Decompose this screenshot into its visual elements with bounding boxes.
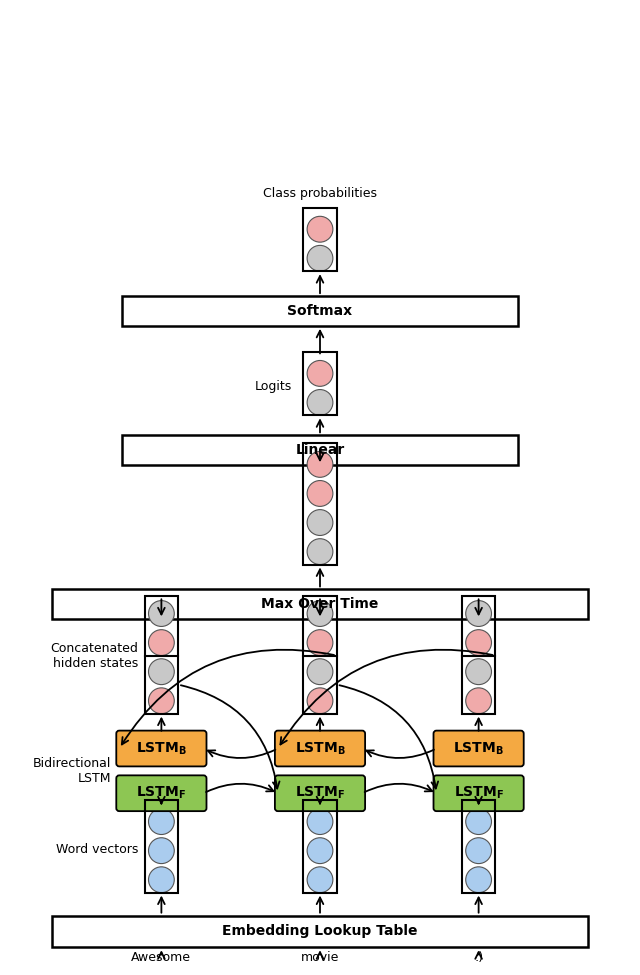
Circle shape <box>307 481 333 506</box>
Circle shape <box>307 390 333 415</box>
Circle shape <box>148 601 174 627</box>
FancyBboxPatch shape <box>275 730 365 766</box>
Text: :): :) <box>474 952 483 964</box>
Circle shape <box>307 246 333 271</box>
Circle shape <box>307 808 333 835</box>
Circle shape <box>466 808 492 835</box>
Circle shape <box>466 838 492 864</box>
Bar <box>122 296 518 326</box>
Text: LSTM$_\mathbf{B}$: LSTM$_\mathbf{B}$ <box>294 740 346 757</box>
FancyBboxPatch shape <box>116 775 207 811</box>
Bar <box>303 352 337 415</box>
Circle shape <box>307 601 333 627</box>
Circle shape <box>148 630 174 655</box>
Bar <box>303 597 337 714</box>
Circle shape <box>466 659 492 684</box>
Circle shape <box>307 838 333 864</box>
Text: Awesome: Awesome <box>131 952 191 964</box>
Bar <box>303 208 337 271</box>
Bar <box>145 800 178 893</box>
Text: LSTM$_\mathbf{F}$: LSTM$_\mathbf{F}$ <box>295 785 345 801</box>
Text: Softmax: Softmax <box>287 304 353 318</box>
Bar <box>303 800 337 893</box>
Circle shape <box>307 451 333 478</box>
Circle shape <box>148 659 174 684</box>
Circle shape <box>307 539 333 565</box>
Text: Class probabilities: Class probabilities <box>263 187 377 200</box>
Text: Logits: Logits <box>254 380 292 393</box>
Circle shape <box>307 216 333 242</box>
Text: Bidirectional
LSTM: Bidirectional LSTM <box>33 757 111 785</box>
Circle shape <box>307 659 333 684</box>
Text: Max Over Time: Max Over Time <box>261 598 379 611</box>
Bar <box>303 443 337 565</box>
Circle shape <box>307 510 333 535</box>
Circle shape <box>466 867 492 893</box>
Text: Word vectors: Word vectors <box>56 842 138 855</box>
Circle shape <box>466 601 492 627</box>
Text: LSTM$_\mathbf{F}$: LSTM$_\mathbf{F}$ <box>136 785 186 801</box>
Bar <box>52 916 588 948</box>
Circle shape <box>307 361 333 386</box>
Text: LSTM$_\mathbf{F}$: LSTM$_\mathbf{F}$ <box>454 785 504 801</box>
Bar <box>462 597 495 714</box>
Circle shape <box>466 630 492 655</box>
Circle shape <box>148 838 174 864</box>
Bar <box>122 435 518 465</box>
FancyBboxPatch shape <box>433 775 524 811</box>
Circle shape <box>466 687 492 714</box>
Bar <box>462 800 495 893</box>
Circle shape <box>307 630 333 655</box>
Bar <box>52 590 588 619</box>
FancyBboxPatch shape <box>116 730 207 766</box>
Circle shape <box>148 867 174 893</box>
Text: Linear: Linear <box>296 444 344 457</box>
Text: movie: movie <box>301 952 339 964</box>
Bar <box>145 597 178 714</box>
Circle shape <box>148 687 174 714</box>
FancyBboxPatch shape <box>433 730 524 766</box>
Text: LSTM$_\mathbf{B}$: LSTM$_\mathbf{B}$ <box>453 740 504 757</box>
Text: Concatenated
hidden states: Concatenated hidden states <box>51 642 138 670</box>
Text: LSTM$_\mathbf{B}$: LSTM$_\mathbf{B}$ <box>136 740 187 757</box>
Circle shape <box>307 867 333 893</box>
FancyBboxPatch shape <box>275 775 365 811</box>
Circle shape <box>148 808 174 835</box>
Text: Embedding Lookup Table: Embedding Lookup Table <box>222 924 418 939</box>
Circle shape <box>307 687 333 714</box>
